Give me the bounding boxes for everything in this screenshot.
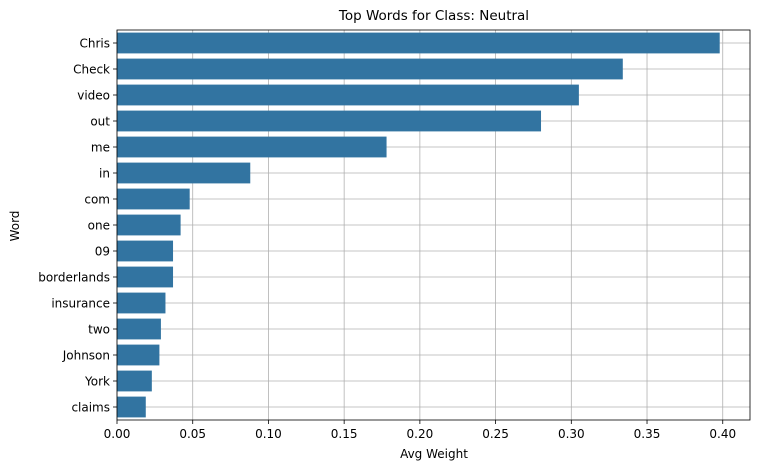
y-axis-label: Word: [8, 211, 22, 242]
y-tick-label: Check: [73, 62, 110, 76]
x-tick-label: 0.00: [104, 427, 131, 441]
x-tick-label: 0.25: [482, 427, 509, 441]
y-tick-label: video: [77, 88, 110, 102]
x-tick-label: 0.15: [331, 427, 358, 441]
bar-me: [117, 136, 387, 158]
bar-video: [117, 84, 579, 106]
x-axis-ticks: 0.00 0.05 0.10 0.15 0.20 0.25 0.30 0.35 0.40: [104, 420, 736, 441]
y-tick-label: two: [88, 322, 110, 336]
bar-check: [117, 58, 623, 80]
bar-out: [117, 110, 542, 132]
chart-title: Top Words for Class: Neutral: [338, 8, 529, 24]
bar-insurance: [117, 292, 166, 314]
x-tick-label: 0.35: [634, 427, 661, 441]
x-tick-label: 0.20: [407, 427, 434, 441]
y-tick-label: in: [99, 166, 110, 180]
y-tick-label: me: [91, 140, 110, 154]
y-tick-label: insurance: [51, 296, 110, 310]
bar-in: [117, 162, 251, 184]
bar-com: [117, 188, 190, 210]
y-axis-ticks: Chris Check video out me in com one 09 borderland…: [38, 36, 117, 414]
x-tick-label: 0.10: [255, 427, 282, 441]
bars-layer: [117, 32, 720, 418]
plot-frame: [116, 29, 751, 421]
bar-johnson: [117, 344, 160, 366]
x-tick-label: 0.05: [179, 427, 206, 441]
y-tick-label: claims: [71, 400, 110, 414]
y-tick-label: com: [84, 192, 110, 206]
y-tick-label: 09: [95, 244, 110, 258]
y-tick-label: York: [84, 374, 110, 388]
y-tick-label: out: [90, 114, 110, 128]
bar-chris: [117, 32, 720, 54]
y-tick-label: Johnson: [62, 348, 110, 362]
y-tick-label: Chris: [79, 36, 110, 50]
bar-borderlands: [117, 266, 174, 288]
x-tick-label: 0.40: [709, 427, 736, 441]
bar-one: [117, 214, 181, 236]
x-tick-label: 0.30: [558, 427, 585, 441]
bar-two: [117, 318, 161, 340]
x-axis-label: Avg Weight: [400, 447, 468, 461]
bar-claims: [117, 396, 146, 418]
bar-09: [117, 240, 174, 262]
y-tick-label: one: [88, 218, 110, 232]
bar-york: [117, 370, 152, 392]
y-tick-label: borderlands: [38, 270, 110, 284]
